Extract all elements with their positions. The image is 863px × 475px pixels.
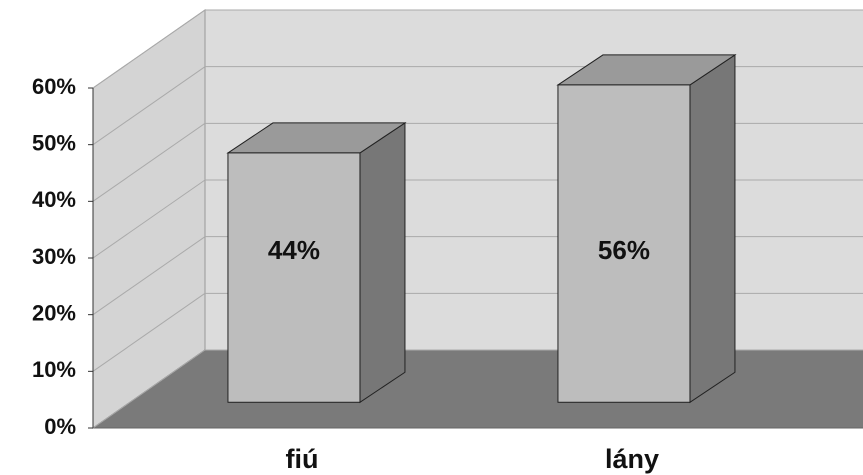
- y-tick-label: 0%: [44, 414, 76, 439]
- bar-side: [359, 121, 406, 404]
- value-label: 56%: [598, 235, 650, 265]
- x-tick-label: fiú: [285, 444, 318, 474]
- y-tick-label: 20%: [32, 300, 76, 325]
- grid-line: [92, 179, 206, 259]
- grid-line: [92, 122, 206, 202]
- grid-line: [92, 349, 206, 429]
- bar: [557, 84, 691, 403]
- grid-line: [92, 292, 206, 372]
- y-tick-label: 40%: [32, 187, 76, 212]
- y-tick-label: 30%: [32, 244, 76, 269]
- x-tick-label: lány: [605, 444, 659, 474]
- grid-line: [92, 9, 206, 89]
- y-tick-label: 50%: [32, 130, 76, 155]
- y-tick-label: 60%: [32, 74, 76, 99]
- bar-side: [689, 53, 736, 404]
- floor: [91, 349, 863, 429]
- grid-line: [92, 66, 206, 146]
- y-tick-label: 10%: [32, 357, 76, 382]
- grid-line: [92, 236, 206, 316]
- bar: [227, 152, 361, 403]
- value-label: 44%: [268, 235, 320, 265]
